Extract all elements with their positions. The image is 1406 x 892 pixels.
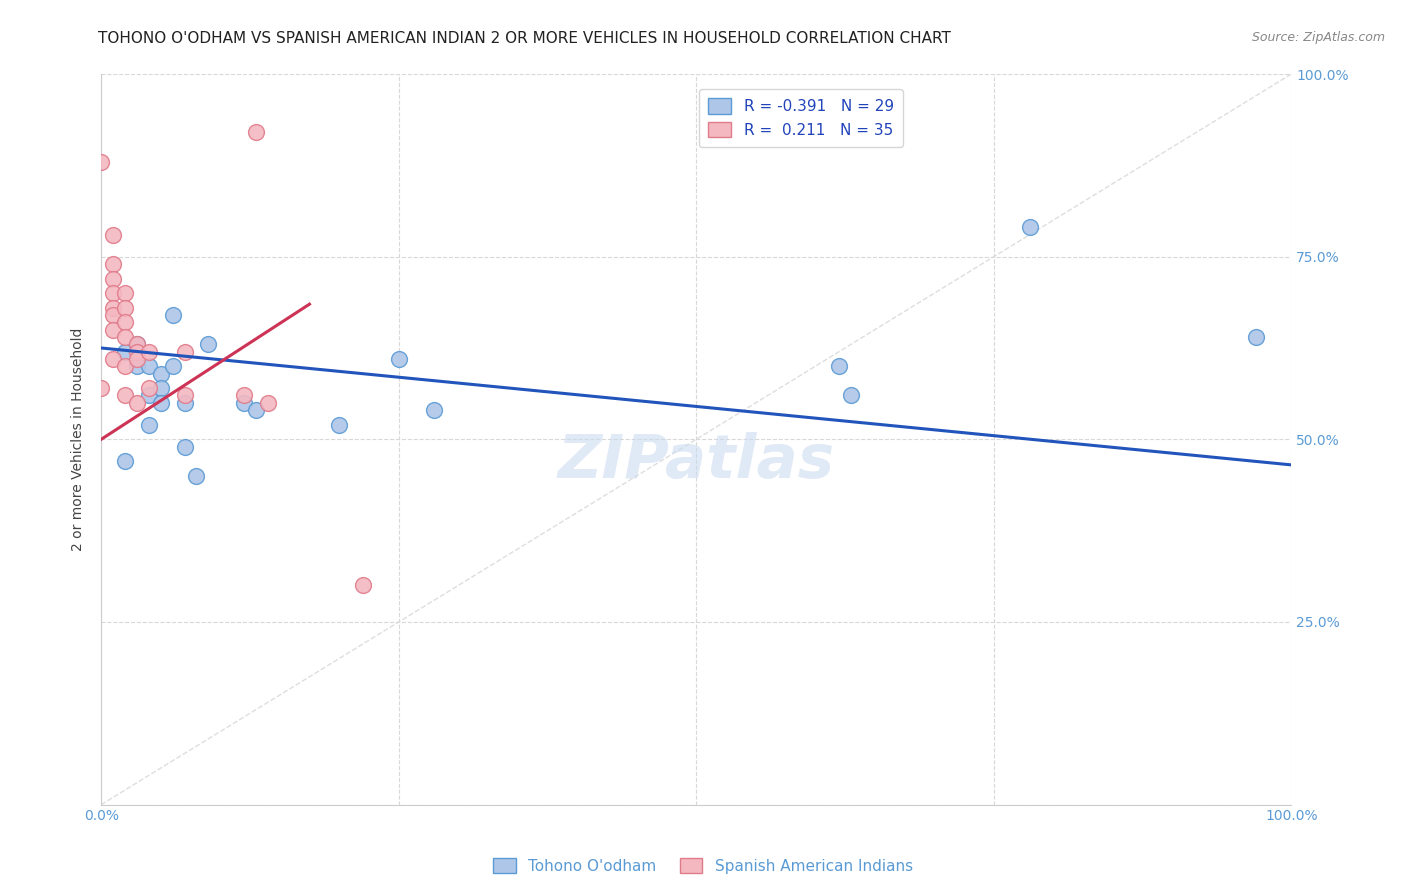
Point xyxy=(101,257,124,271)
Point xyxy=(125,351,148,366)
Point xyxy=(125,337,148,351)
Point xyxy=(125,337,148,351)
Point xyxy=(114,286,136,301)
Point xyxy=(245,403,267,417)
Point xyxy=(114,454,136,468)
Point xyxy=(149,381,172,395)
Point xyxy=(1018,220,1040,235)
Point xyxy=(101,323,124,337)
Point xyxy=(101,271,124,285)
Point xyxy=(173,344,195,359)
Y-axis label: 2 or more Vehicles in Household: 2 or more Vehicles in Household xyxy=(72,327,86,551)
Point xyxy=(149,367,172,381)
Point xyxy=(173,440,195,454)
Point xyxy=(233,388,256,402)
Point xyxy=(101,286,124,301)
Point xyxy=(233,396,256,410)
Point xyxy=(1244,330,1267,344)
Point xyxy=(256,396,278,410)
Point xyxy=(138,417,160,432)
Text: Source: ZipAtlas.com: Source: ZipAtlas.com xyxy=(1251,31,1385,45)
Point xyxy=(114,301,136,315)
Legend: R = -0.391   N = 29, R =  0.211   N = 35: R = -0.391 N = 29, R = 0.211 N = 35 xyxy=(699,89,903,147)
Text: ZIPatlas: ZIPatlas xyxy=(558,432,835,491)
Point xyxy=(101,301,124,315)
Point xyxy=(162,359,184,374)
Point xyxy=(114,330,136,344)
Point xyxy=(101,227,124,242)
Point xyxy=(828,359,851,374)
Point xyxy=(114,315,136,329)
Point xyxy=(173,388,195,402)
Point xyxy=(138,381,160,395)
Point xyxy=(114,359,136,374)
Point xyxy=(149,396,172,410)
Point xyxy=(101,351,124,366)
Point xyxy=(138,388,160,402)
Point xyxy=(114,344,136,359)
Legend: Tohono O'odham, Spanish American Indians: Tohono O'odham, Spanish American Indians xyxy=(486,852,920,880)
Point xyxy=(186,468,208,483)
Point xyxy=(245,126,267,140)
Point xyxy=(328,417,350,432)
Point xyxy=(173,396,195,410)
Point xyxy=(162,308,184,322)
Point xyxy=(125,344,148,359)
Point xyxy=(197,337,219,351)
Point xyxy=(839,388,862,402)
Text: TOHONO O'ODHAM VS SPANISH AMERICAN INDIAN 2 OR MORE VEHICLES IN HOUSEHOLD CORREL: TOHONO O'ODHAM VS SPANISH AMERICAN INDIA… xyxy=(98,31,952,46)
Point xyxy=(90,381,112,395)
Point xyxy=(138,359,160,374)
Point xyxy=(125,359,148,374)
Point xyxy=(388,351,411,366)
Point xyxy=(352,578,374,592)
Point xyxy=(423,403,446,417)
Point xyxy=(125,396,148,410)
Point xyxy=(101,308,124,322)
Point xyxy=(114,388,136,402)
Point xyxy=(90,154,112,169)
Point xyxy=(138,344,160,359)
